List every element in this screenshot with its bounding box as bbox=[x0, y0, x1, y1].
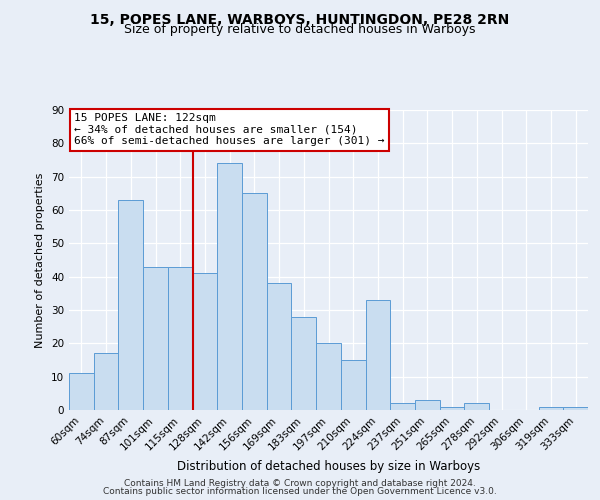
Text: Contains public sector information licensed under the Open Government Licence v3: Contains public sector information licen… bbox=[103, 487, 497, 496]
Bar bbox=[217, 164, 242, 410]
Bar bbox=[69, 374, 94, 410]
Bar bbox=[292, 316, 316, 410]
Text: Contains HM Land Registry data © Crown copyright and database right 2024.: Contains HM Land Registry data © Crown c… bbox=[124, 478, 476, 488]
Text: 15, POPES LANE, WARBOYS, HUNTINGDON, PE28 2RN: 15, POPES LANE, WARBOYS, HUNTINGDON, PE2… bbox=[91, 12, 509, 26]
Bar bbox=[143, 266, 168, 410]
Bar bbox=[118, 200, 143, 410]
X-axis label: Distribution of detached houses by size in Warboys: Distribution of detached houses by size … bbox=[177, 460, 480, 473]
Bar bbox=[94, 354, 118, 410]
Bar bbox=[341, 360, 365, 410]
Bar bbox=[440, 406, 464, 410]
Y-axis label: Number of detached properties: Number of detached properties bbox=[35, 172, 46, 348]
Bar bbox=[563, 406, 588, 410]
Bar bbox=[193, 274, 217, 410]
Bar bbox=[415, 400, 440, 410]
Text: 15 POPES LANE: 122sqm
← 34% of detached houses are smaller (154)
66% of semi-det: 15 POPES LANE: 122sqm ← 34% of detached … bbox=[74, 113, 385, 146]
Bar bbox=[267, 284, 292, 410]
Bar bbox=[168, 266, 193, 410]
Bar bbox=[539, 406, 563, 410]
Bar bbox=[464, 404, 489, 410]
Bar bbox=[365, 300, 390, 410]
Text: Size of property relative to detached houses in Warboys: Size of property relative to detached ho… bbox=[124, 22, 476, 36]
Bar bbox=[316, 344, 341, 410]
Bar bbox=[242, 194, 267, 410]
Bar bbox=[390, 404, 415, 410]
